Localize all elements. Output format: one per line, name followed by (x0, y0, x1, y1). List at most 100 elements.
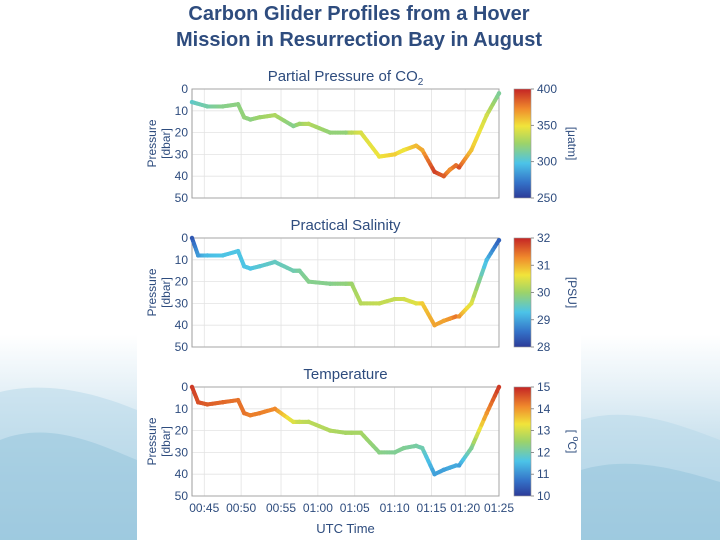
y-tick-label: 10 (175, 402, 189, 416)
colorbar-tick-label: 15 (537, 380, 551, 394)
colorbar-unit-label: [ oC] (565, 430, 581, 454)
data-point (189, 384, 195, 390)
data-point (469, 445, 474, 451)
x-tick-label: 01:00 (303, 501, 333, 515)
data-point (469, 301, 474, 306)
y-tick-label: 40 (175, 169, 189, 183)
colorbar-tick-label: 10 (537, 489, 551, 503)
chart-1: Partial Pressure of CO2 0 10 20 30 40 50 Pressu… (145, 68, 579, 205)
colorbar-tick-label: 28 (537, 340, 551, 354)
data-point (413, 301, 419, 306)
slide-title-line-1: Carbon Glider Profiles from a Hover (188, 3, 530, 25)
data-point (441, 467, 446, 473)
data-point (413, 443, 419, 449)
y-tick-label: 40 (175, 318, 189, 332)
x-axis-label: UTC Time (316, 521, 375, 536)
y-tick-label: 0 (181, 231, 188, 245)
data-point (205, 253, 210, 258)
data-point (241, 115, 247, 120)
y-tick-label: 40 (175, 467, 189, 481)
data-point (235, 102, 241, 107)
colorbar (513, 88, 532, 199)
data-point (297, 419, 302, 425)
data-point (220, 104, 225, 109)
data-point (358, 301, 364, 306)
data-point (358, 430, 364, 435)
data-point (272, 406, 278, 411)
data-point (447, 167, 453, 172)
y-tick-label: 30 (175, 445, 189, 459)
data-point (343, 281, 348, 286)
data-point (456, 463, 462, 468)
colorbar-unit-label: [PSU] (565, 277, 579, 308)
chart-title: Practical Salinity (290, 217, 401, 234)
data-point (205, 104, 210, 109)
data-point (235, 248, 241, 254)
data-point (441, 318, 446, 324)
data-point (327, 281, 333, 286)
x-tick-label: 01:25 (484, 501, 514, 515)
data-point (453, 163, 459, 168)
colorbar-tick-label: 32 (537, 231, 551, 245)
data-point (291, 268, 296, 273)
data-point (248, 266, 253, 271)
chart-2: Practical Salinity 0 10 20 30 40 50 Pressure [db… (145, 217, 579, 354)
glider-profile-charts: Partial Pressure of CO2 0 10 20 30 40 50 Pressu… (145, 68, 581, 536)
y-tick-label: 0 (181, 82, 188, 96)
data-point (327, 428, 333, 433)
data-point (349, 130, 354, 135)
data-point (432, 472, 437, 477)
data-point (484, 257, 489, 262)
data-point (453, 314, 459, 319)
y-axis-label: Pressure (145, 119, 159, 167)
colorbar-tick-label: 13 (537, 424, 551, 438)
data-point (272, 112, 278, 118)
y-tick-label: 50 (175, 340, 189, 354)
series-salinity (189, 235, 502, 328)
data-point (306, 279, 311, 284)
colorbar-tick-label: 31 (537, 258, 551, 272)
y-axis-unit: [dbar] (159, 426, 173, 457)
figure-panel: Carbon Glider Profiles from a Hover Miss… (137, 0, 581, 540)
colorbar-tick-label: 300 (537, 155, 557, 169)
y-tick-label: 50 (175, 489, 189, 503)
plot-area (191, 386, 500, 497)
y-tick-label: 10 (175, 253, 189, 267)
data-point (205, 402, 210, 407)
data-point (401, 296, 407, 302)
data-point (447, 465, 453, 470)
data-point (297, 268, 302, 273)
data-point (343, 130, 348, 135)
series-pCO2 (189, 91, 502, 179)
y-tick-label: 20 (175, 126, 189, 140)
data-point (456, 314, 462, 319)
y-tick-label: 10 (175, 104, 189, 118)
data-point (195, 400, 201, 405)
data-point (413, 143, 419, 148)
data-point (420, 301, 425, 306)
data-point (241, 410, 247, 416)
slide-title-line-2: Mission in Resurrection Bay in August (176, 29, 542, 51)
x-tick-label: 00:55 (266, 501, 296, 515)
data-point (257, 115, 262, 120)
data-point (257, 410, 262, 416)
data-point (195, 253, 201, 258)
data-point (456, 165, 462, 170)
plot-border (191, 88, 500, 199)
data-point (401, 445, 407, 451)
colorbar-tick-label: 12 (537, 445, 551, 459)
slide-title: Carbon Glider Profiles from a Hover Miss… (137, 1, 581, 53)
series-temperature (189, 384, 502, 477)
data-point (358, 130, 364, 135)
colorbar-tick-label: 250 (537, 191, 557, 205)
x-tick-label: 00:45 (189, 501, 219, 515)
chart-title: Temperature (303, 366, 387, 383)
data-point (420, 147, 425, 153)
data-point (297, 121, 302, 127)
data-point (377, 154, 382, 159)
data-point (469, 147, 474, 153)
data-point (241, 264, 247, 269)
y-tick-label: 30 (175, 147, 189, 161)
data-point (392, 152, 397, 157)
